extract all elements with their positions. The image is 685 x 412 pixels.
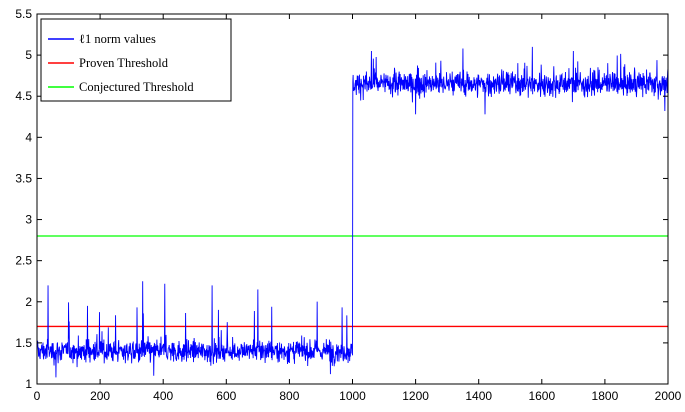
x-tick-label: 400	[153, 389, 173, 403]
x-tick-label: 1200	[402, 389, 429, 403]
plot-lines	[36, 46, 669, 378]
x-tick-label: 200	[90, 389, 110, 403]
y-tick-label: 3.5	[15, 171, 32, 185]
legend-entry-l1-norm: ℓ1 norm values	[48, 32, 156, 46]
legend-label: ℓ1 norm values	[79, 32, 156, 46]
x-tick-label: 0	[34, 389, 41, 403]
y-tick-label: 5.5	[15, 7, 32, 21]
y-tick-label: 4.5	[15, 89, 32, 103]
legend-entry-conjectured-threshold: Conjectured Threshold	[48, 80, 194, 94]
y-tick-label: 5	[25, 48, 32, 62]
x-tick-label: 800	[279, 389, 299, 403]
x-tick-label: 600	[216, 389, 236, 403]
axis-ticks: 0 200 400 600 800 1000 1200 1400 1600 1800 2000 1 1.…	[15, 7, 681, 403]
x-tick-label: 1600	[528, 389, 555, 403]
x-tick-label: 1000	[339, 389, 366, 403]
legend-label: Conjectured Threshold	[79, 80, 194, 94]
x-tick-label: 1800	[592, 389, 619, 403]
x-tick-label: 1400	[465, 389, 492, 403]
y-tick-label: 2.5	[15, 254, 32, 268]
x-tick-label: 2000	[655, 389, 682, 403]
l1-norm-series-line	[36, 46, 669, 378]
y-tick-label: 1	[25, 377, 32, 391]
legend-entry-proven-threshold: Proven Threshold	[48, 56, 169, 70]
y-tick-label: 1.5	[15, 336, 32, 350]
legend-label: Proven Threshold	[79, 56, 169, 70]
legend-entries: ℓ1 norm values Proven Threshold Conjecture…	[48, 32, 194, 94]
legend: ℓ1 norm values Proven Threshold Conjecture…	[40, 18, 232, 102]
y-tick-label: 3	[25, 213, 32, 227]
y-tick-label: 2	[25, 295, 32, 309]
y-tick-label: 4	[25, 130, 32, 144]
